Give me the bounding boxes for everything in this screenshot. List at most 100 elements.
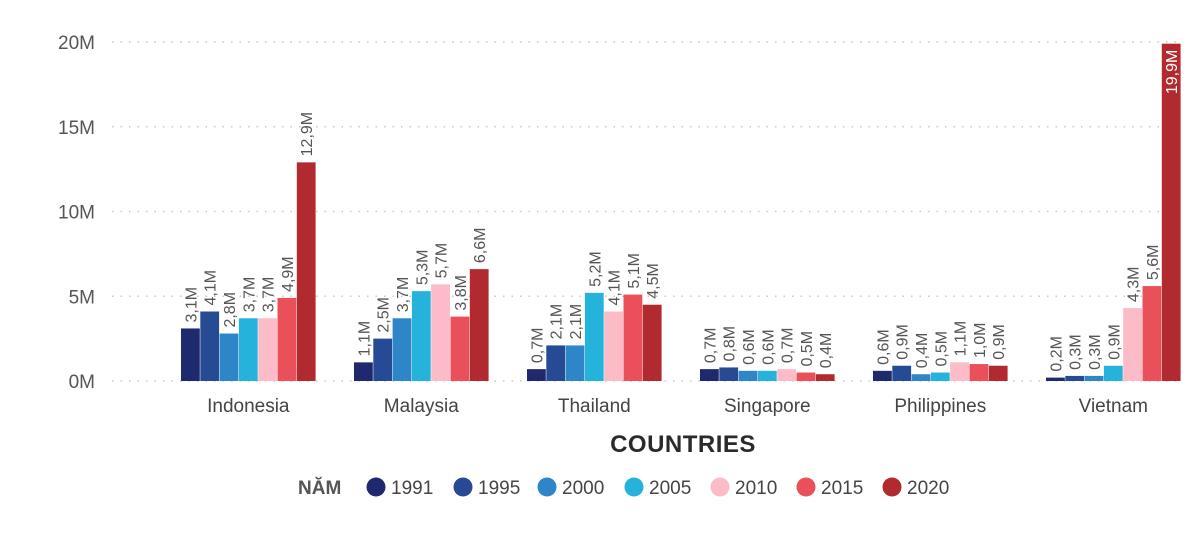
bar[interactable] — [930, 372, 950, 381]
bar[interactable] — [815, 374, 835, 381]
legend-item[interactable]: 2000 — [537, 477, 605, 500]
bar[interactable] — [431, 284, 450, 381]
bar[interactable] — [988, 365, 1008, 381]
bar[interactable] — [565, 345, 585, 381]
x-tick-label: Indonesia — [207, 396, 290, 417]
x-tick-label: Malaysia — [384, 396, 459, 417]
bar[interactable] — [623, 294, 643, 381]
x-tick-label: Vietnam — [1079, 396, 1148, 417]
bar[interactable] — [950, 362, 969, 381]
data-label: 19,9M — [1164, 50, 1181, 94]
bar[interactable] — [719, 367, 739, 381]
legend-swatch — [537, 477, 557, 497]
legend-swatch — [882, 477, 902, 497]
data-label: 2,1M — [549, 304, 566, 340]
legend-item[interactable]: 2020 — [882, 477, 950, 500]
data-label: 3,8M — [453, 275, 470, 311]
bar[interactable] — [873, 370, 892, 381]
bar[interactable] — [238, 318, 258, 381]
bar[interactable] — [1084, 375, 1104, 381]
legend-item[interactable]: 1995 — [453, 477, 521, 500]
x-tick-label: Philippines — [894, 396, 986, 417]
legend-item[interactable]: 2010 — [710, 477, 778, 500]
bar[interactable] — [1142, 286, 1162, 381]
legend-item[interactable]: 1991 — [366, 477, 434, 500]
data-label: 4,5M — [645, 263, 662, 299]
bar[interactable] — [892, 365, 912, 381]
bar[interactable] — [1046, 377, 1065, 381]
legend-title: NĂM — [298, 477, 341, 499]
bar[interactable] — [181, 328, 200, 381]
data-label: 1,1M — [356, 321, 373, 357]
data-label: 12,9M — [299, 112, 316, 156]
legend-label: 2000 — [562, 478, 604, 499]
data-label: 0,2M — [1048, 336, 1065, 372]
data-label: 0,7M — [780, 328, 797, 364]
data-label: 6,6M — [472, 228, 489, 264]
bar[interactable] — [219, 333, 239, 381]
data-label: 0,7M — [529, 328, 546, 364]
data-label: 0,4M — [914, 333, 931, 369]
bar[interactable] — [354, 362, 373, 381]
bar[interactable] — [584, 292, 604, 381]
legend-item[interactable]: 2005 — [624, 477, 692, 500]
data-label: 4,9M — [280, 256, 297, 292]
y-tick-label: 5M — [69, 287, 95, 308]
bar[interactable] — [200, 311, 220, 381]
data-label: 0,8M — [722, 326, 739, 362]
bar[interactable] — [450, 316, 470, 381]
data-label: 3,7M — [261, 277, 278, 313]
bar[interactable] — [642, 304, 662, 381]
bar[interactable] — [1161, 43, 1181, 381]
legend-swatch — [624, 477, 644, 497]
y-tick-label: 20M — [58, 33, 95, 54]
bar[interactable] — [277, 297, 297, 381]
legend-label: 2020 — [907, 478, 949, 499]
x-tick-label: Singapore — [724, 396, 811, 417]
data-label: 2,5M — [376, 297, 393, 333]
data-label: 4,1M — [607, 270, 624, 306]
bar[interactable] — [373, 338, 393, 381]
y-axis-ticks: 0M 5M 10M 15M 20M — [58, 33, 95, 393]
bar[interactable] — [469, 269, 489, 381]
data-label: 0,9M — [1106, 324, 1123, 360]
data-label: 0,6M — [875, 329, 892, 365]
y-tick-label: 0M — [69, 372, 95, 393]
bar[interactable] — [296, 162, 316, 381]
legend-label: 1995 — [478, 478, 520, 499]
data-label: 4,3M — [1126, 267, 1143, 303]
data-label: 1,1M — [953, 321, 970, 357]
bar[interactable] — [546, 345, 566, 381]
bar[interactable] — [777, 369, 796, 381]
legend-swatch — [453, 477, 473, 497]
bar[interactable] — [1103, 365, 1123, 381]
bar[interactable] — [969, 364, 989, 381]
y-tick-label: 15M — [58, 118, 95, 139]
data-label: 0,5M — [799, 331, 816, 367]
legend[interactable]: NĂM 1991 1995 2000 2005 2010 2015 2020 — [298, 477, 949, 499]
legend-label: 2005 — [649, 478, 691, 499]
bar[interactable] — [738, 370, 758, 381]
data-label: 0,3M — [1087, 334, 1104, 370]
bar[interactable] — [1065, 375, 1085, 381]
data-label: 4,1M — [203, 270, 220, 306]
legend-item[interactable]: 2015 — [796, 477, 864, 500]
data-label: 5,3M — [414, 250, 431, 286]
bar[interactable] — [757, 370, 777, 381]
legend-swatch — [796, 477, 816, 497]
data-label: 3,1M — [183, 287, 200, 323]
data-label: 0,6M — [760, 329, 777, 365]
bar[interactable] — [700, 369, 719, 381]
bar[interactable] — [411, 291, 431, 381]
bar[interactable] — [911, 374, 931, 381]
bar[interactable] — [604, 311, 623, 381]
data-labels: 3,1M 4,1M2,8M 3,7M 3,7M4,9M12,9M1,1M2,5M3,7… — [183, 50, 1181, 372]
bar[interactable] — [796, 372, 816, 381]
bar[interactable] — [1123, 308, 1142, 381]
bar[interactable] — [392, 318, 412, 381]
data-label: 3,7M — [395, 277, 412, 313]
bar[interactable] — [258, 318, 277, 381]
data-label: 0,9M — [991, 324, 1008, 360]
bar[interactable] — [527, 369, 546, 381]
